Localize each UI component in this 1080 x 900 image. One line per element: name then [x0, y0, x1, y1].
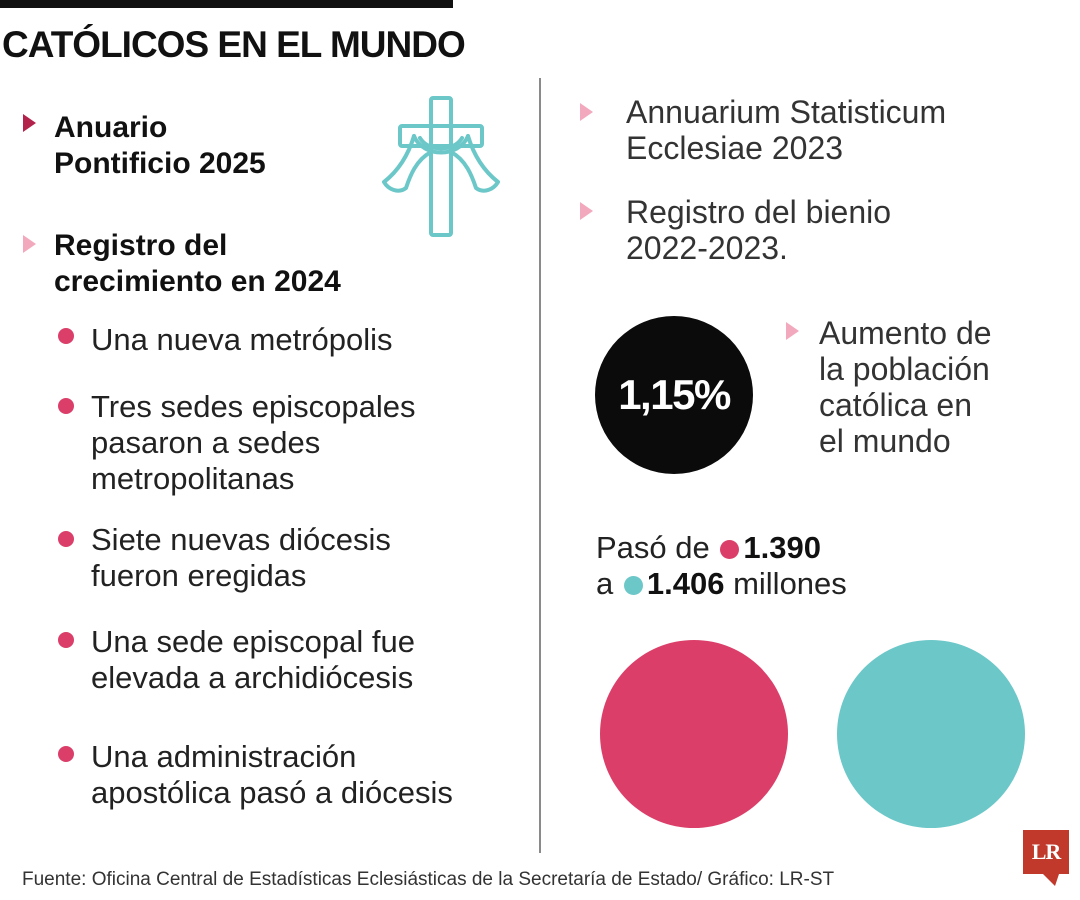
- triangle-bullet-icon: [580, 103, 593, 121]
- list-item: Tres sedes episcopales pasaron a sedes m…: [91, 389, 416, 497]
- heading-anuario: Anuario Pontificio 2025: [54, 110, 266, 182]
- bullet-dot-icon: [58, 746, 74, 762]
- column-divider: [539, 78, 541, 853]
- list-item-line: elevada a archidiócesis: [91, 660, 414, 695]
- list-item: Una sede episcopal fue elevada a archidi…: [91, 624, 415, 696]
- pink-dot-icon: [720, 540, 740, 559]
- paso-prefix: Pasó de: [596, 530, 710, 565]
- heading-line: Anuario: [54, 111, 168, 144]
- percent-badge: 1,15%: [595, 316, 753, 474]
- list-item-line: apostólica pasó a diócesis: [91, 775, 453, 810]
- lr-logo: LR: [1023, 830, 1069, 888]
- logo-tail: [1043, 874, 1059, 886]
- aumento-line: Aumento de: [819, 315, 992, 351]
- a-prefix: a: [596, 566, 614, 601]
- list-item-line: Siete nuevas diócesis: [91, 522, 391, 557]
- annuarium-line: Annuarium Statisticum: [626, 94, 947, 130]
- list-item-line: metropolitanas: [91, 461, 295, 496]
- aumento-line: el mundo: [819, 423, 951, 459]
- from-value: 1.390: [743, 530, 821, 565]
- poblacion-to-line: a 1.406 millones: [596, 566, 847, 602]
- aumento-line: la población: [819, 351, 990, 387]
- unit-label: millones: [733, 566, 847, 601]
- aumento-line: católica en: [819, 387, 972, 423]
- list-item-line: Una administración: [91, 739, 357, 774]
- from-population-circle: [600, 640, 788, 828]
- source-note: Fuente: Oficina Central de Estadísticas …: [22, 869, 835, 890]
- teal-dot-icon: [623, 576, 643, 595]
- to-population-circle: [837, 640, 1025, 828]
- list-item: Una administración apostólica pasó a dió…: [91, 739, 453, 811]
- triangle-bullet-icon: [23, 114, 36, 132]
- annuarium-line: Ecclesiae 2023: [626, 130, 844, 166]
- list-item-line: Una nueva metrópolis: [91, 322, 393, 357]
- triangle-bullet-icon: [786, 322, 799, 340]
- list-item-line: fueron eregidas: [91, 558, 307, 593]
- cross-icon: [382, 96, 500, 237]
- triangle-bullet-icon: [580, 202, 593, 220]
- heading-line: Pontificio 2025: [54, 147, 266, 180]
- page-title: CATÓLICOS EN EL MUNDO: [2, 24, 466, 65]
- annuarium-text: Annuarium Statisticum Ecclesiae 2023: [626, 94, 946, 166]
- percent-value: 1,15%: [618, 371, 731, 418]
- heading-line: Registro del: [54, 229, 228, 262]
- bullet-dot-icon: [58, 531, 74, 547]
- registro-bienio-text: Registro del bienio 2022-2023.: [626, 194, 891, 266]
- poblacion-from-line: Pasó de 1.390: [596, 530, 821, 566]
- logo-text: LR: [1023, 830, 1069, 874]
- triangle-bullet-icon: [23, 235, 36, 253]
- aumento-text: Aumento de la población católica en el m…: [819, 315, 992, 459]
- list-item-line: Una sede episcopal fue: [91, 624, 416, 659]
- bullet-dot-icon: [58, 632, 74, 648]
- list-item: Una nueva metrópolis: [91, 322, 393, 358]
- bullet-dot-icon: [58, 398, 74, 414]
- registro-line: Registro del bienio: [626, 194, 892, 230]
- list-item-line: pasaron a sedes: [91, 425, 321, 460]
- registro-line: 2022-2023.: [626, 230, 788, 266]
- list-item: Siete nuevas diócesis fueron eregidas: [91, 522, 391, 594]
- to-value: 1.406: [646, 566, 725, 601]
- bullet-dot-icon: [58, 328, 74, 344]
- heading-registro: Registro del crecimiento en 2024: [54, 228, 341, 300]
- list-item-line: Tres sedes episcopales: [91, 389, 416, 424]
- heading-line: crecimiento en 2024: [54, 265, 341, 298]
- top-accent-bar: [0, 0, 453, 8]
